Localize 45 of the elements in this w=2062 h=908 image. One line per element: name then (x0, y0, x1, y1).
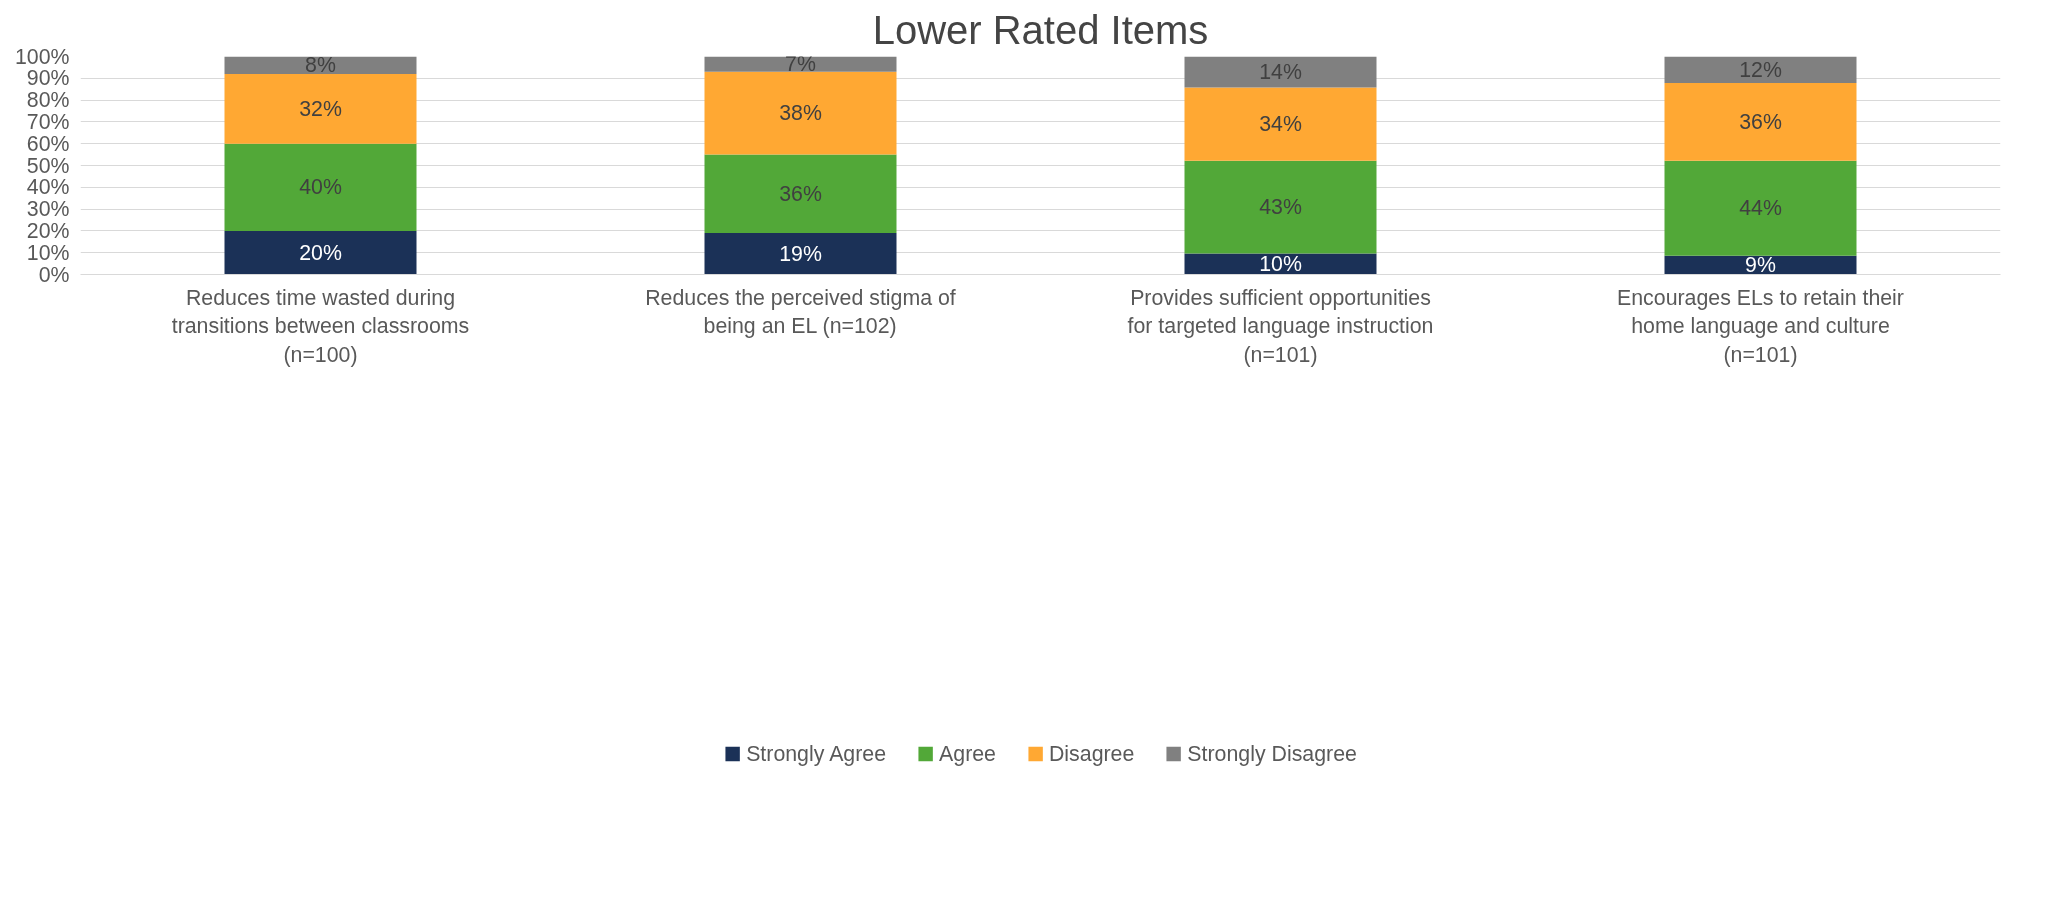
bar (1664, 160, 1857, 256)
bar (704, 56, 897, 72)
legend-label: Strongly Agree (746, 741, 887, 767)
y-tick-label: 90% (26, 66, 70, 91)
bar (704, 71, 897, 155)
data-label: 9% (1745, 253, 1776, 278)
bar (1184, 160, 1377, 254)
data-label: 43% (1259, 195, 1302, 220)
data-label: 34% (1259, 112, 1302, 137)
bar (704, 154, 897, 234)
data-label: 19% (779, 241, 822, 266)
y-tick-label: 10% (26, 240, 70, 265)
data-label: 44% (1739, 196, 1782, 221)
bar (224, 230, 417, 275)
x-tick-label: Encourages ELs to retain their home language and culture (n=101) (1617, 285, 1904, 368)
y-tick-label: 40% (26, 175, 70, 200)
x-tick-label: Provides sufficient opportunities for targeted language instruction (n=101) (1127, 285, 1434, 368)
legend-label: Agree (939, 741, 996, 767)
bar (1664, 83, 1857, 161)
bar (1184, 56, 1377, 88)
data-label: 10% (1259, 252, 1302, 277)
data-label: 7% (785, 52, 816, 77)
bar (1184, 87, 1377, 161)
x-tick-label: Reduces time wasted during transitions between classrooms (n=100) (171, 285, 470, 368)
data-label: 36% (1739, 109, 1782, 134)
bar (1664, 56, 1857, 84)
legend-label: Disagree (1048, 741, 1135, 767)
data-label: 20% (299, 240, 342, 265)
data-label: 8% (305, 53, 336, 78)
x-tick-label: Reduces the perceived stigma of being an EL (n=102) (645, 285, 956, 339)
legend-label: Strongly Disagree (1187, 741, 1357, 767)
data-label: 36% (779, 181, 822, 206)
data-label: 12% (1739, 57, 1782, 82)
chart-title: Lower Rated Items (872, 7, 1209, 52)
bar (224, 143, 417, 231)
bar (704, 233, 897, 275)
data-label: 32% (299, 96, 342, 121)
y-tick-label: 50% (26, 153, 70, 178)
bar (224, 73, 417, 144)
data-label: 14% (1259, 59, 1302, 84)
y-tick-label: 100% (14, 44, 70, 69)
data-label: 40% (299, 175, 342, 200)
y-tick-label: 0% (38, 262, 70, 287)
data-label: 38% (779, 101, 822, 126)
y-tick-label: 60% (26, 131, 70, 156)
